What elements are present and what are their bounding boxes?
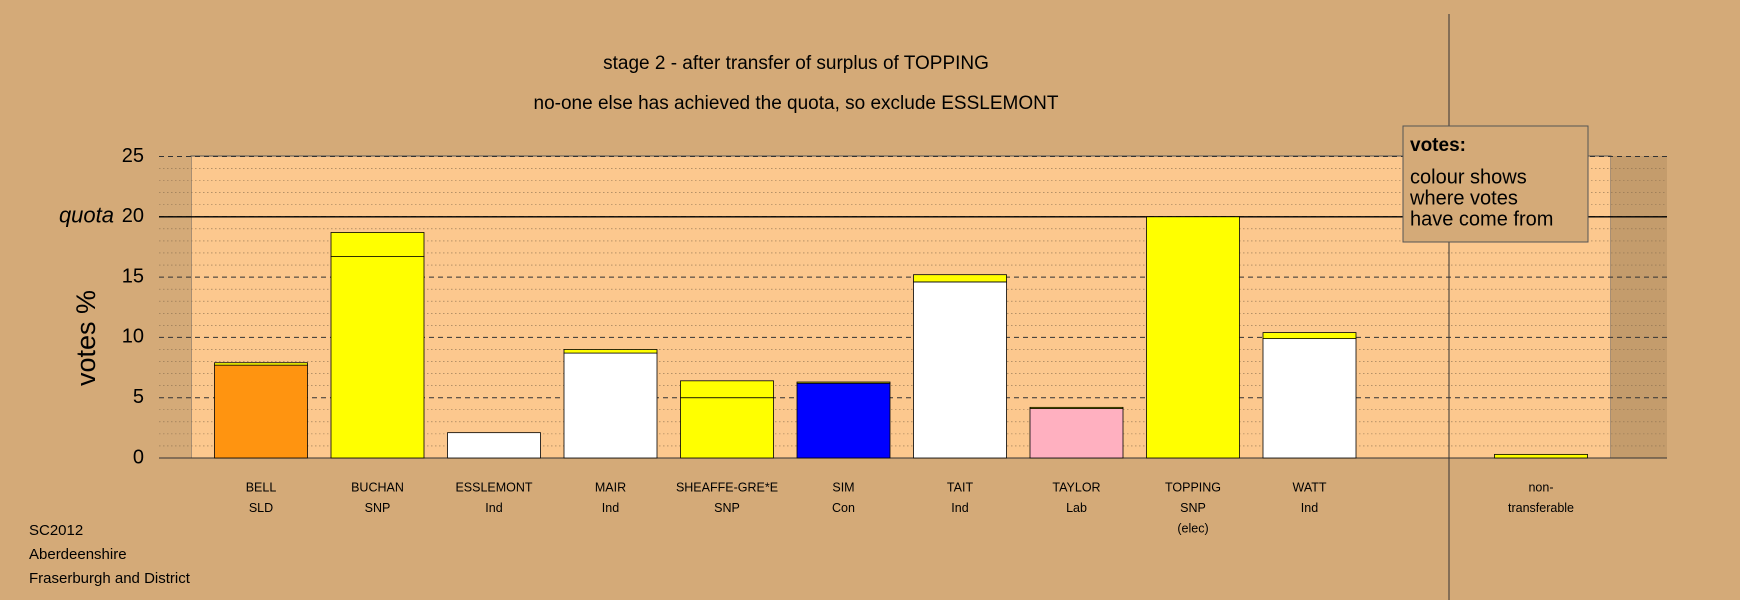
x-tick-label: TOPPING [1165, 480, 1221, 494]
x-tick-label: SLD [249, 501, 273, 515]
x-tick-label: Ind [602, 501, 619, 515]
x-tick-label: TAIT [947, 480, 974, 494]
footer: Aberdeenshire [29, 546, 127, 563]
plot-margin [159, 156, 191, 458]
bar-segment [796, 382, 891, 459]
x-tick-label: BUCHAN [351, 480, 404, 494]
y-tick-label: 5 [133, 386, 144, 408]
legend-box [1402, 125, 1589, 243]
bar-segment [1029, 406, 1124, 409]
x-tick-label: WATT [1292, 480, 1326, 494]
y-axis-label: votes % [71, 290, 101, 386]
x-tick-label: ESSLEMONT [455, 480, 532, 494]
bar-segment [330, 256, 425, 459]
x-tick-label: SHEAFFE-GRE*E [676, 480, 778, 494]
plot-margin [1611, 156, 1667, 458]
y-tick-label: 10 [122, 326, 144, 348]
footer: Fraserburgh and District [29, 570, 191, 587]
y-tick-label: 20 [122, 205, 144, 227]
bar-segment [680, 397, 774, 459]
bar-segment [1262, 332, 1357, 340]
bar-segment [1494, 453, 1588, 459]
chart-subtitle: no-one else has achieved the quota, so e… [534, 93, 1059, 114]
bar-segment [913, 274, 1007, 283]
chart-title: stage 2 - after transfer of surplus of T… [603, 53, 989, 74]
bar-segment [447, 432, 541, 459]
quota-label: quota [59, 203, 114, 228]
bar-segment [1146, 216, 1240, 459]
bar-segment [1029, 408, 1124, 459]
footer: SC2012 [29, 522, 83, 539]
legend-title: votes: [1410, 135, 1466, 156]
bar-segment [563, 349, 658, 354]
x-tick-label: transferable [1508, 501, 1574, 515]
x-tick-label: Ind [1301, 501, 1318, 515]
x-tick-label: BELL [246, 480, 277, 494]
x-tick-label: Ind [485, 501, 502, 515]
bar-segment [796, 381, 891, 384]
x-tick-label: MAIR [595, 480, 626, 494]
x-tick-label: SNP [365, 501, 391, 515]
x-tick-label: Con [832, 501, 855, 515]
x-tick-label: non- [1528, 480, 1553, 494]
x-tick-label: SNP [1180, 501, 1206, 515]
y-tick-label: 25 [122, 145, 144, 167]
legend-text: where votes [1409, 187, 1518, 209]
x-tick-label: (elec) [1177, 521, 1208, 535]
x-tick-label: TAYLOR [1052, 480, 1100, 494]
bar-segment [214, 362, 308, 366]
overlay: votes: colour shows where votes have com… [29, 125, 1589, 587]
plot-area [190, 155, 1612, 459]
x-tick-label: Ind [951, 501, 968, 515]
y-tick-label: 15 [122, 265, 144, 287]
bar-segment [563, 352, 658, 459]
legend-text: colour shows [1410, 166, 1527, 188]
x-tick-label: SNP [714, 501, 740, 515]
x-tick-label: SIM [832, 480, 854, 494]
legend-text: have come from [1410, 208, 1553, 230]
bar-segment [330, 232, 425, 257]
bar-segment [913, 281, 1007, 459]
x-tick-label: Lab [1066, 501, 1087, 515]
bar-segment [1262, 338, 1357, 459]
bar-segment [214, 364, 308, 459]
bar-segment [680, 380, 774, 399]
y-tick-label: 0 [133, 446, 144, 468]
